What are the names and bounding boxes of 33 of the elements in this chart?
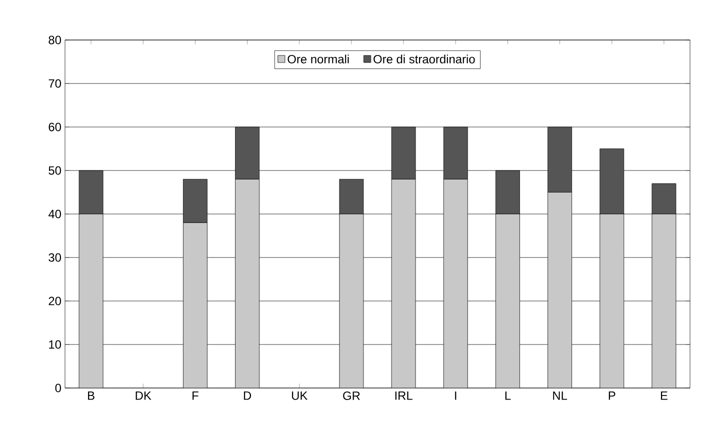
legend-label: Ore normali	[288, 54, 349, 64]
x-tick-label: NL	[553, 392, 568, 400]
bar	[391, 178, 416, 388]
bar	[496, 214, 520, 388]
bar	[443, 178, 468, 388]
x-tick-label: UK	[292, 392, 308, 400]
bar	[339, 214, 364, 388]
x-tick-label: L	[505, 392, 511, 400]
y-tick-label: 30	[48, 253, 62, 262]
legend-label: Ore di straordinario	[374, 54, 475, 64]
x-tick-label: F	[192, 392, 198, 400]
x-tick-label: E	[660, 392, 668, 400]
bar	[600, 214, 624, 388]
bar	[183, 222, 208, 388]
x-tick-label: GR	[343, 392, 360, 400]
y-tick-label: 50	[48, 166, 62, 175]
y-tick-label: 60	[48, 122, 62, 132]
y-tick-label: 70	[48, 79, 62, 88]
bar	[652, 214, 676, 388]
y-tick-label: 0	[55, 384, 62, 392]
x-tick-label: I	[455, 392, 456, 400]
bar	[78, 214, 104, 388]
y-tick-label: 20	[48, 296, 62, 306]
x-tick-label: P	[608, 392, 616, 400]
y-tick-label: 10	[49, 340, 62, 349]
x-tick-label: B	[88, 392, 94, 400]
bar	[235, 178, 260, 388]
x-tick-label: DK	[136, 392, 152, 400]
bar	[548, 192, 572, 388]
y-tick-label: 40	[48, 210, 62, 218]
y-tick-label: 80	[48, 36, 62, 44]
x-tick-label: D	[244, 392, 252, 400]
x-tick-label: IRL	[395, 392, 412, 400]
